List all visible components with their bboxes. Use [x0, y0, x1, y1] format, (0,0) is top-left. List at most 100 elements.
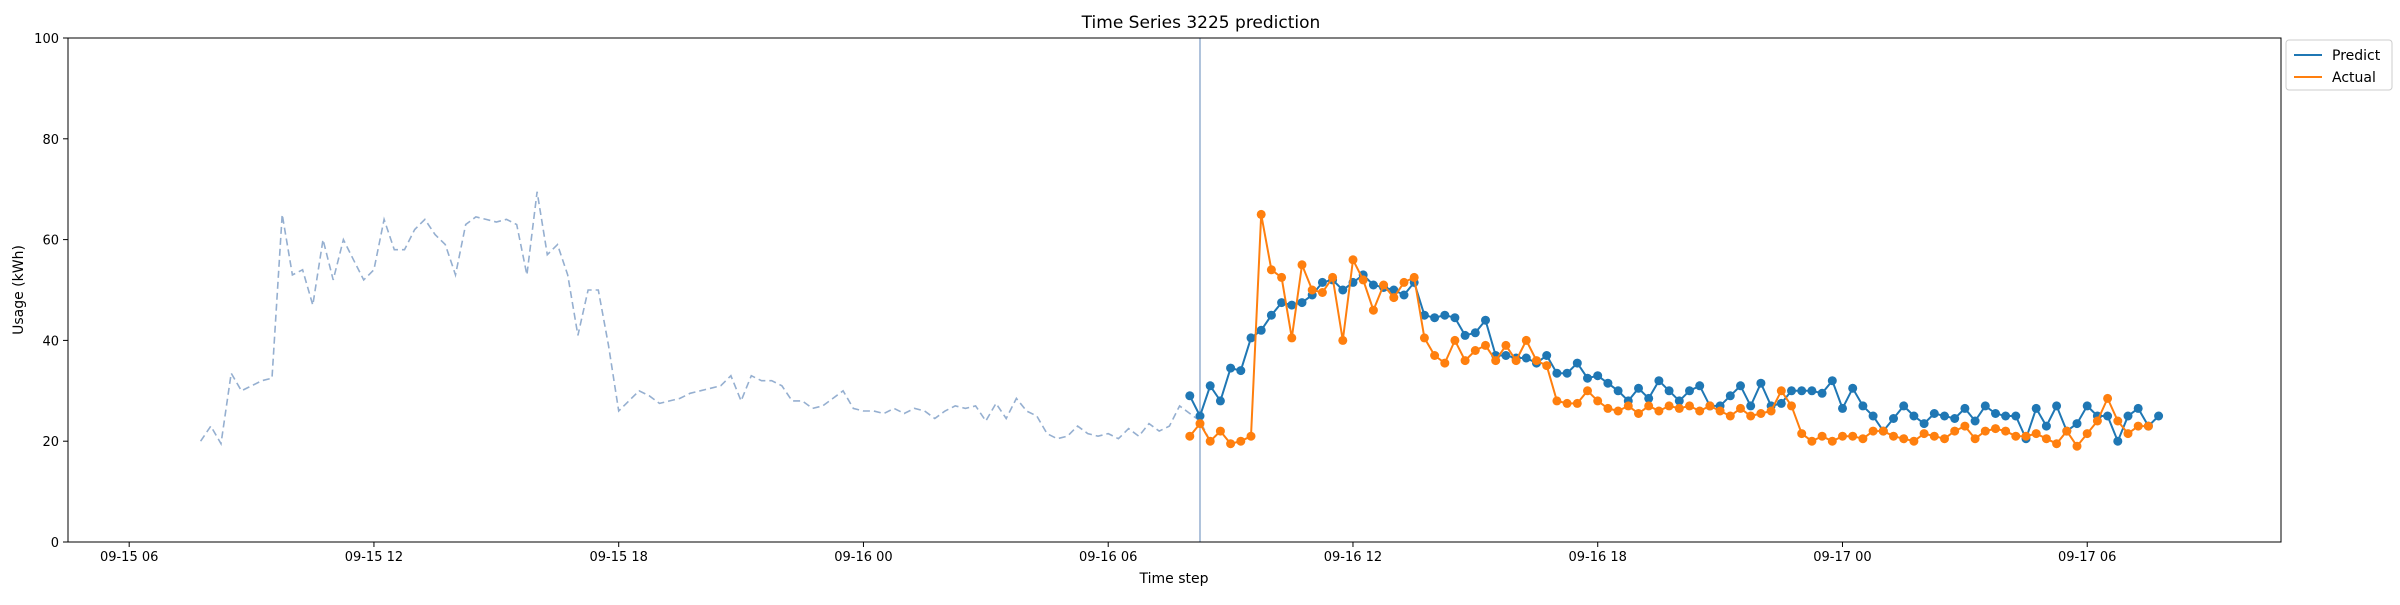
- data-point-predict: [1542, 351, 1552, 360]
- data-point-actual: [1878, 426, 1888, 436]
- data-point-predict: [1827, 376, 1837, 386]
- data-point-actual: [1664, 401, 1674, 411]
- data-point-predict: [1399, 290, 1409, 300]
- data-point-predict: [1695, 381, 1705, 391]
- x-tick-label: 09-15 12: [345, 550, 403, 565]
- data-point-predict: [1817, 388, 1827, 398]
- data-point-predict: [1430, 313, 1440, 323]
- data-point-actual: [1562, 398, 1572, 408]
- data-point-predict: [1603, 378, 1613, 388]
- data-point-actual: [2031, 429, 2041, 439]
- data-point-actual: [1787, 401, 1796, 411]
- data-point-actual: [1317, 288, 1327, 297]
- data-point-actual: [1399, 277, 1409, 287]
- data-point-predict: [1501, 351, 1511, 360]
- data-point-actual: [1236, 436, 1246, 446]
- data-point-predict: [1287, 300, 1297, 310]
- data-point-predict: [1776, 398, 1786, 408]
- y-tick-label: 40: [42, 334, 59, 349]
- data-point-predict: [2103, 411, 2113, 421]
- data-point-predict: [1593, 371, 1603, 381]
- data-point-actual: [1368, 305, 1378, 315]
- x-tick-label: 09-16 06: [1079, 550, 1137, 565]
- data-point-actual: [1889, 431, 1898, 441]
- data-point-actual: [1460, 356, 1470, 366]
- data-point-predict: [1419, 310, 1429, 320]
- data-point-actual: [1256, 209, 1266, 219]
- plot-frame: [67, 37, 2282, 543]
- data-point-actual: [1950, 426, 1960, 436]
- data-point-predict: [1317, 277, 1327, 287]
- x-tick-label: 09-15 06: [100, 550, 158, 565]
- data-point-predict: [1205, 381, 1215, 391]
- data-point-predict: [1450, 313, 1460, 323]
- data-point-actual: [1940, 434, 1949, 444]
- y-axis-label: Usage (kWh): [11, 245, 27, 335]
- data-point-actual: [1899, 434, 1909, 444]
- data-point-actual: [1552, 396, 1562, 406]
- data-point-actual: [1583, 386, 1592, 396]
- data-point-predict: [1787, 386, 1796, 396]
- data-point-actual: [1409, 272, 1419, 282]
- data-point-predict: [1583, 373, 1592, 383]
- data-point-predict: [2011, 411, 2021, 421]
- data-point-predict: [1246, 333, 1256, 343]
- data-point-actual: [2072, 441, 2082, 451]
- data-point-predict: [1970, 416, 1980, 426]
- data-point-predict: [1858, 401, 1868, 411]
- data-point-predict: [1685, 386, 1694, 396]
- legend-label-actual: Actual: [2332, 70, 2376, 86]
- data-point-predict: [1470, 328, 1480, 338]
- data-point-predict: [1389, 285, 1399, 295]
- data-point-predict: [2082, 401, 2092, 411]
- data-point-actual: [2143, 421, 2153, 431]
- data-point-predict: [1654, 376, 1664, 386]
- data-point-actual: [2062, 426, 2072, 436]
- data-point-predict: [1226, 363, 1236, 373]
- data-point-actual: [1358, 275, 1368, 285]
- data-point-actual: [1929, 431, 1939, 441]
- data-point-predict: [1634, 383, 1643, 393]
- data-point-actual: [1746, 411, 1756, 421]
- data-point-actual: [1725, 411, 1735, 421]
- data-point-predict: [1725, 391, 1735, 401]
- data-point-actual: [1266, 265, 1276, 275]
- plot-area: [199, 38, 2164, 542]
- data-point-actual: [1827, 436, 1837, 446]
- data-point-predict: [1368, 280, 1378, 290]
- data-point-predict: [1521, 353, 1531, 363]
- data-point-predict: [1460, 330, 1470, 340]
- data-point-actual: [1450, 335, 1460, 345]
- data-point-predict: [1868, 411, 1878, 421]
- data-point-actual: [1297, 260, 1307, 270]
- data-point-actual: [1532, 356, 1541, 366]
- data-point-actual: [1277, 272, 1287, 282]
- y-tick-label: 20: [42, 435, 59, 450]
- data-point-predict: [1899, 401, 1909, 411]
- data-point-actual: [1491, 356, 1501, 366]
- data-point-actual: [2021, 431, 2031, 441]
- data-point-predict: [1236, 366, 1246, 376]
- data-point-actual: [1695, 406, 1705, 416]
- data-point-actual: [1501, 340, 1511, 350]
- data-point-actual: [1736, 403, 1745, 413]
- data-point-actual: [2103, 393, 2113, 403]
- data-point-predict: [1919, 419, 1929, 429]
- history-line: [199, 191, 1211, 447]
- data-point-actual: [1389, 293, 1399, 303]
- data-point-actual: [1419, 333, 1429, 343]
- y-tick-label: 60: [42, 234, 59, 249]
- x-axis: 09-15 06 09-15 12 09-15 18 09-16 00 09-16 06…: [100, 542, 2116, 565]
- data-point-predict: [1950, 414, 1960, 423]
- data-point-predict: [1338, 285, 1348, 295]
- data-point-actual: [1572, 398, 1582, 408]
- y-tick-label: 80: [42, 133, 59, 148]
- data-point-predict: [1797, 386, 1807, 396]
- data-point-actual: [2133, 421, 2143, 431]
- data-point-actual: [1226, 439, 1236, 449]
- data-point-predict: [2041, 421, 2051, 431]
- x-tick-label: 09-15 18: [589, 550, 647, 565]
- data-point-actual: [1470, 346, 1480, 355]
- data-point-actual: [1909, 436, 1919, 446]
- data-point-predict: [1756, 378, 1766, 388]
